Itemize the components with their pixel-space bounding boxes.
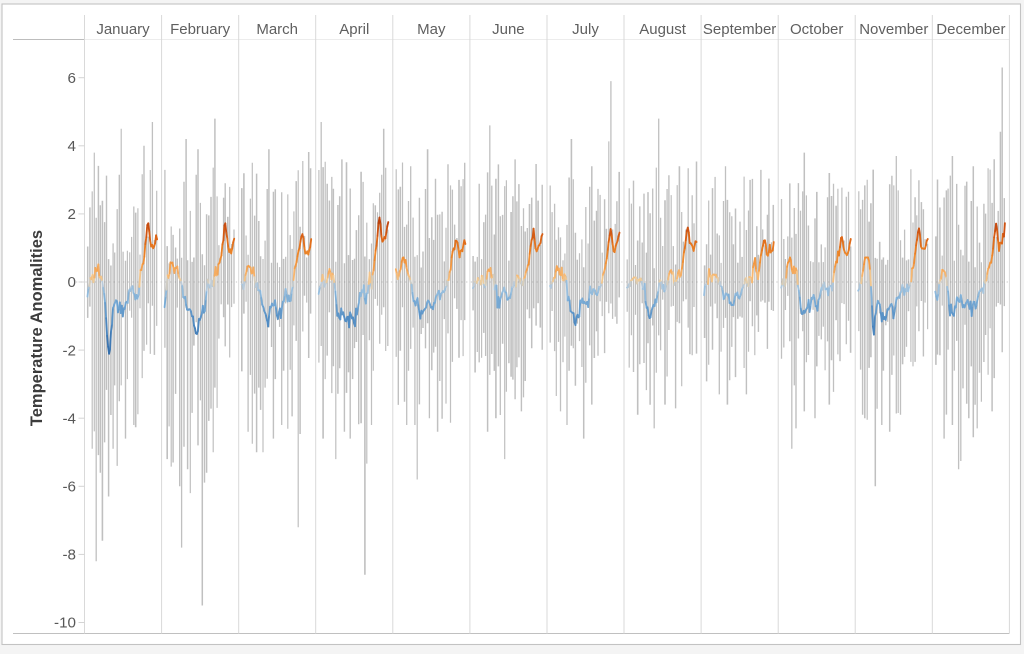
svg-text:-8: -8 [62, 547, 76, 564]
svg-text:6: 6 [68, 70, 76, 87]
svg-text:-2: -2 [62, 342, 76, 359]
svg-text:September: September [703, 21, 776, 38]
svg-text:2: 2 [68, 206, 76, 223]
svg-text:August: August [639, 21, 687, 38]
svg-text:January: January [96, 21, 150, 38]
svg-text:December: December [936, 21, 1005, 38]
svg-text:July: July [572, 21, 599, 38]
svg-text:Temperature Anomalities: Temperature Anomalities [28, 230, 46, 426]
svg-text:March: March [256, 21, 298, 38]
svg-text:October: October [790, 21, 843, 38]
svg-text:-10: -10 [54, 615, 76, 632]
svg-text:4: 4 [68, 138, 76, 155]
svg-text:November: November [859, 21, 928, 38]
svg-text:-4: -4 [62, 410, 76, 427]
svg-text:June: June [492, 21, 525, 38]
svg-text:0: 0 [68, 274, 76, 291]
svg-text:February: February [170, 21, 231, 38]
svg-text:May: May [417, 21, 446, 38]
svg-text:-6: -6 [62, 479, 76, 496]
svg-text:April: April [339, 21, 369, 38]
